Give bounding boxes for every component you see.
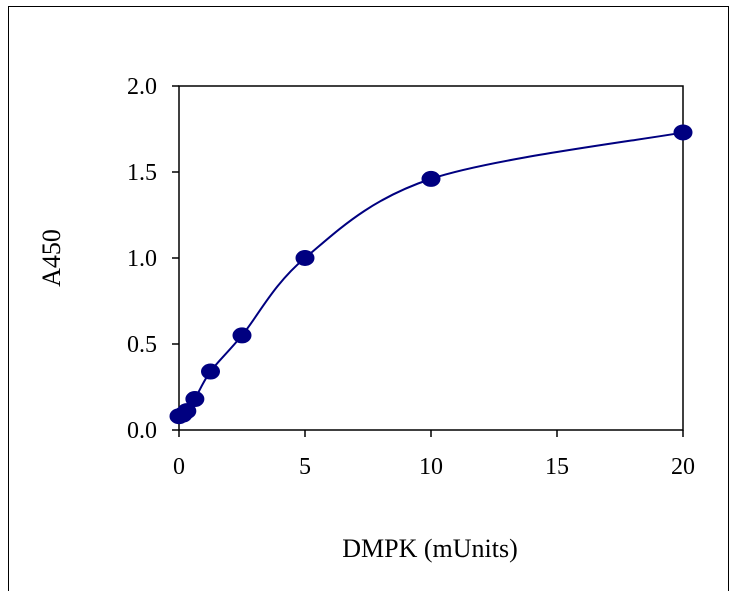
series-group [169, 124, 693, 425]
data-point [185, 391, 205, 408]
data-point [232, 327, 252, 344]
data-point [201, 363, 220, 380]
x-axis-ticks: 0 5 10 15 20 [173, 430, 695, 480]
y-tick-label: 0.0 [127, 418, 157, 444]
x-tick-label: 15 [545, 454, 569, 480]
y-tick-label: 2.0 [127, 74, 157, 100]
data-point [177, 403, 197, 420]
x-tick-label: 20 [671, 454, 695, 480]
data-point [295, 250, 315, 266]
y-tick-label: 0.5 [127, 332, 157, 358]
data-point [421, 170, 441, 187]
data-point [673, 124, 693, 141]
chart-frame [8, 6, 729, 591]
x-tick-label: 5 [299, 454, 311, 480]
x-tick-label: 0 [173, 454, 185, 480]
x-tick-label: 10 [419, 454, 443, 480]
y-axis-ticks: 0.0 0.5 1.0 1.5 2.0 [127, 74, 179, 444]
y-tick-label: 1.5 [127, 160, 157, 186]
y-tick-label: 1.0 [127, 246, 157, 272]
plot-axes [178, 85, 684, 431]
x-axis-title: DMPK (mUnits) [342, 534, 518, 563]
plot-area-border [178, 85, 684, 431]
y-axis-title: A450 [37, 229, 66, 287]
